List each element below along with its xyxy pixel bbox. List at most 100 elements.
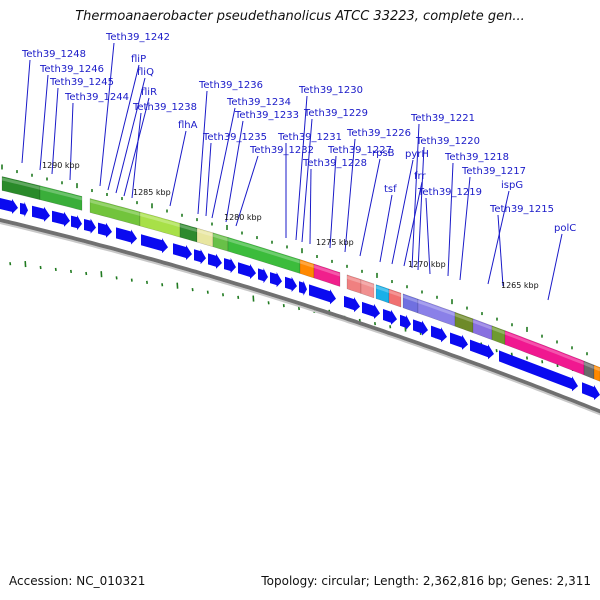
- gene-arrow: [84, 218, 96, 234]
- gene-segment-highlight: [455, 313, 473, 323]
- leader-line: [295, 95, 308, 241]
- gene-segment-highlight: [347, 275, 361, 284]
- gene-arrow: [194, 249, 206, 265]
- gene-label: Teth39_1245: [49, 77, 114, 88]
- gene-label: polC: [554, 223, 576, 234]
- label-leader-lines: [21, 42, 563, 301]
- gene-labels: Teth39_1248 Teth39_1246 Teth39_1245 Teth39_…: [21, 32, 576, 234]
- gene-arrow: [20, 201, 28, 217]
- backbone-shadow: [0, 222, 600, 416]
- gene-arrow: [208, 253, 222, 269]
- gene-arrow: [383, 308, 397, 325]
- gene-label: Teth39_1227: [327, 145, 392, 156]
- gene-arrow-track: [0, 198, 600, 401]
- gene-segment-highlight: [180, 224, 197, 233]
- leader-line: [497, 214, 504, 287]
- leader-line: [329, 155, 337, 249]
- leader-line: [417, 146, 425, 271]
- accession-text: Accession: NC_010321: [9, 574, 146, 588]
- kbp-labels: 1290 kbp 1285 kbp 1280 kbp 1275 kbp 1270 kbp…: [42, 161, 539, 290]
- gene-label: tsf: [384, 184, 397, 195]
- gene-label: frr: [414, 171, 426, 182]
- gene-label: Teth39_1229: [303, 108, 368, 119]
- leader-line: [69, 102, 74, 181]
- gene-label: fliR: [141, 87, 157, 98]
- leader-line: [99, 42, 115, 187]
- gene-label: Teth39_1226: [346, 128, 411, 139]
- leader-line: [359, 158, 381, 257]
- gene-label: rpsB: [372, 148, 395, 159]
- gene-label: ispG: [501, 180, 523, 191]
- gene-arrow: [141, 234, 168, 254]
- gene-arrow: [116, 227, 137, 245]
- gene-arrow: [173, 243, 192, 260]
- outer-tick-marks: [1, 164, 588, 356]
- kbp-label: 1275 kbp: [316, 238, 354, 247]
- backbone-line: [0, 218, 600, 414]
- leader-line: [447, 162, 454, 277]
- leader-line: [51, 87, 59, 175]
- gene-segment-highlight: [140, 213, 180, 228]
- kbp-label: 1285 kbp: [133, 188, 171, 197]
- gene-segment-highlight: [584, 362, 594, 369]
- genome-summary-text: Topology: circular; Length: 2,362,816 bp…: [261, 574, 591, 588]
- kbp-label: 1280 kbp: [224, 213, 262, 222]
- leader-line: [205, 142, 212, 217]
- gene-arrow: [285, 276, 297, 292]
- gene-arrow: [0, 198, 18, 214]
- gene-label: Teth39_1235: [202, 132, 267, 143]
- gene-segment: [360, 279, 375, 299]
- gene-segment-highlight: [505, 331, 584, 365]
- gene-segment-highlight: [300, 260, 314, 268]
- gene-segment-highlight: [594, 366, 600, 372]
- leader-line: [211, 107, 236, 219]
- leader-line: [547, 233, 563, 301]
- gene-segment: [313, 263, 341, 287]
- leader-line: [411, 123, 420, 269]
- gene-arrow: [52, 210, 70, 227]
- gene-arrow: [362, 301, 380, 319]
- gene-label: Teth39_1232: [249, 145, 314, 156]
- leader-line: [169, 130, 187, 207]
- gene-label: Teth39_1215: [489, 204, 554, 215]
- gene-arrow: [582, 382, 600, 401]
- gene-label: Teth39_1242: [105, 32, 170, 43]
- gene-segment-highlight: [197, 229, 213, 237]
- gene-label: Teth39_1228: [302, 158, 367, 169]
- leader-line: [21, 59, 31, 164]
- gene-segment: [593, 364, 600, 382]
- gene-segment-highlight: [473, 319, 492, 330]
- leader-line: [39, 74, 49, 171]
- gene-label: Teth39_1221: [410, 113, 475, 124]
- gene-label: Teth39_1234: [226, 97, 291, 108]
- leader-line: [391, 159, 414, 265]
- gene-arrow: [238, 262, 256, 279]
- gene-label: fliP: [131, 54, 146, 65]
- gene-label: Teth39_1217: [461, 166, 526, 177]
- leader-line: [301, 118, 313, 243]
- gene-arrow: [400, 314, 411, 330]
- gene-arrow: [71, 215, 82, 231]
- gene-arrow: [98, 222, 112, 238]
- gene-segment-highlight: [389, 290, 401, 298]
- gene-arrow: [32, 205, 50, 222]
- gene-label: flhA: [178, 120, 198, 131]
- gene-arrow: [299, 280, 307, 296]
- gene-label: Teth39_1230: [298, 85, 363, 96]
- gene-label: Teth39_1219: [417, 187, 482, 198]
- leader-line: [115, 77, 146, 194]
- gene-arrow: [413, 319, 428, 336]
- leader-line: [309, 168, 312, 245]
- genome-backbone: [0, 218, 600, 416]
- gene-segment: [39, 185, 83, 211]
- gene-segment-highlight: [361, 280, 374, 288]
- gene-segment-highlight: [2, 177, 40, 190]
- leader-line: [487, 190, 510, 285]
- gene-label: Teth39_1236: [198, 80, 263, 91]
- gene-segment-highlight: [418, 300, 455, 317]
- gene-label: Teth39_1244: [64, 92, 129, 103]
- gene-arrow: [224, 258, 236, 274]
- gene-arrow: [450, 332, 468, 350]
- gene-arrow: [344, 295, 360, 313]
